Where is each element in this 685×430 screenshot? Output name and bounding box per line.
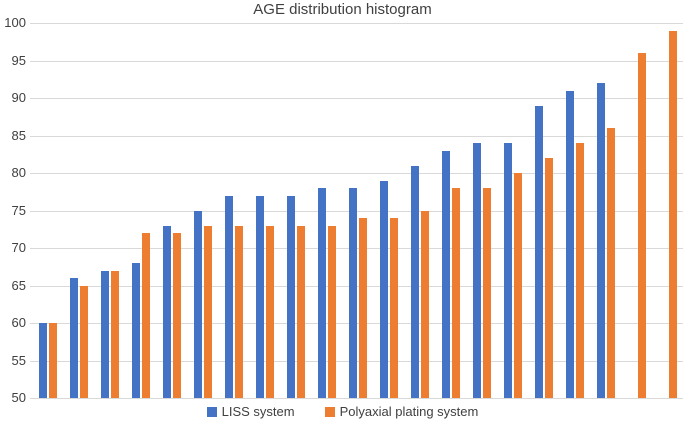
bar-liss [286, 195, 295, 398]
y-tick-label: 65 [11, 278, 26, 293]
bar-liss [596, 83, 605, 398]
gridline [30, 286, 683, 287]
bar-liss [38, 323, 47, 398]
bar-polyaxial [482, 188, 491, 398]
bar-polyaxial [513, 173, 522, 398]
y-tick-label: 60 [11, 315, 26, 330]
bar-polyaxial [296, 225, 305, 398]
bar-polyaxial [420, 210, 429, 398]
bar-polyaxial [327, 225, 336, 398]
bar-liss [441, 150, 450, 398]
bar-liss [131, 263, 140, 398]
bar-liss [317, 188, 326, 398]
gridline [30, 398, 683, 399]
y-tick-label: 85 [11, 128, 26, 143]
gridline [30, 98, 683, 99]
bar-liss [348, 188, 357, 398]
legend-label-polyaxial: Polyaxial plating system [339, 404, 479, 419]
chart-title: AGE distribution histogram [253, 1, 432, 18]
bar-polyaxial [110, 270, 119, 398]
bar-liss [69, 278, 78, 398]
legend-label-liss: LISS system [221, 404, 295, 419]
bar-liss [534, 105, 543, 398]
y-tick-label: 70 [11, 240, 26, 255]
gridline [30, 248, 683, 249]
bar-polyaxial [544, 158, 553, 398]
bar-liss [472, 143, 481, 398]
bar-liss [224, 195, 233, 398]
bar-polyaxial [48, 323, 57, 398]
bar-polyaxial [575, 143, 584, 398]
bar-liss [193, 210, 202, 398]
y-tick-label: 95 [11, 53, 26, 68]
y-tick-label: 75 [11, 203, 26, 218]
bar-polyaxial [668, 30, 677, 398]
bar-liss [565, 90, 574, 398]
bar-liss [503, 143, 512, 398]
legend: LISS system Polyaxial plating system [0, 404, 685, 419]
liss-legend-swatch-icon [206, 406, 217, 417]
legend-item-liss: LISS system [206, 404, 295, 419]
y-tick-label: 90 [11, 90, 26, 105]
bar-liss [100, 270, 109, 398]
y-tick-label: 55 [11, 353, 26, 368]
gridline [30, 23, 683, 24]
bar-polyaxial [451, 188, 460, 398]
gridline [30, 323, 683, 324]
y-tick-label: 100 [4, 15, 26, 30]
gridline [30, 61, 683, 62]
polyaxial-legend-swatch-icon [324, 406, 335, 417]
bar-polyaxial [234, 225, 243, 398]
gridline [30, 136, 683, 137]
bar-liss [410, 165, 419, 398]
bar-polyaxial [203, 225, 212, 398]
bar-polyaxial [606, 128, 615, 398]
bar-polyaxial [265, 225, 274, 398]
gridline [30, 211, 683, 212]
legend-item-polyaxial: Polyaxial plating system [324, 404, 479, 419]
bar-polyaxial [389, 218, 398, 398]
y-tick-label: 80 [11, 165, 26, 180]
bar-liss [255, 195, 264, 398]
bar-polyaxial [637, 53, 646, 398]
gridline [30, 361, 683, 362]
y-tick-label: 50 [11, 390, 26, 405]
bar-polyaxial [79, 285, 88, 398]
bar-liss [162, 225, 171, 398]
bar-polyaxial [172, 233, 181, 398]
bar-polyaxial [141, 233, 150, 398]
bar-polyaxial [358, 218, 367, 398]
gridline [30, 173, 683, 174]
bar-liss [379, 180, 388, 398]
